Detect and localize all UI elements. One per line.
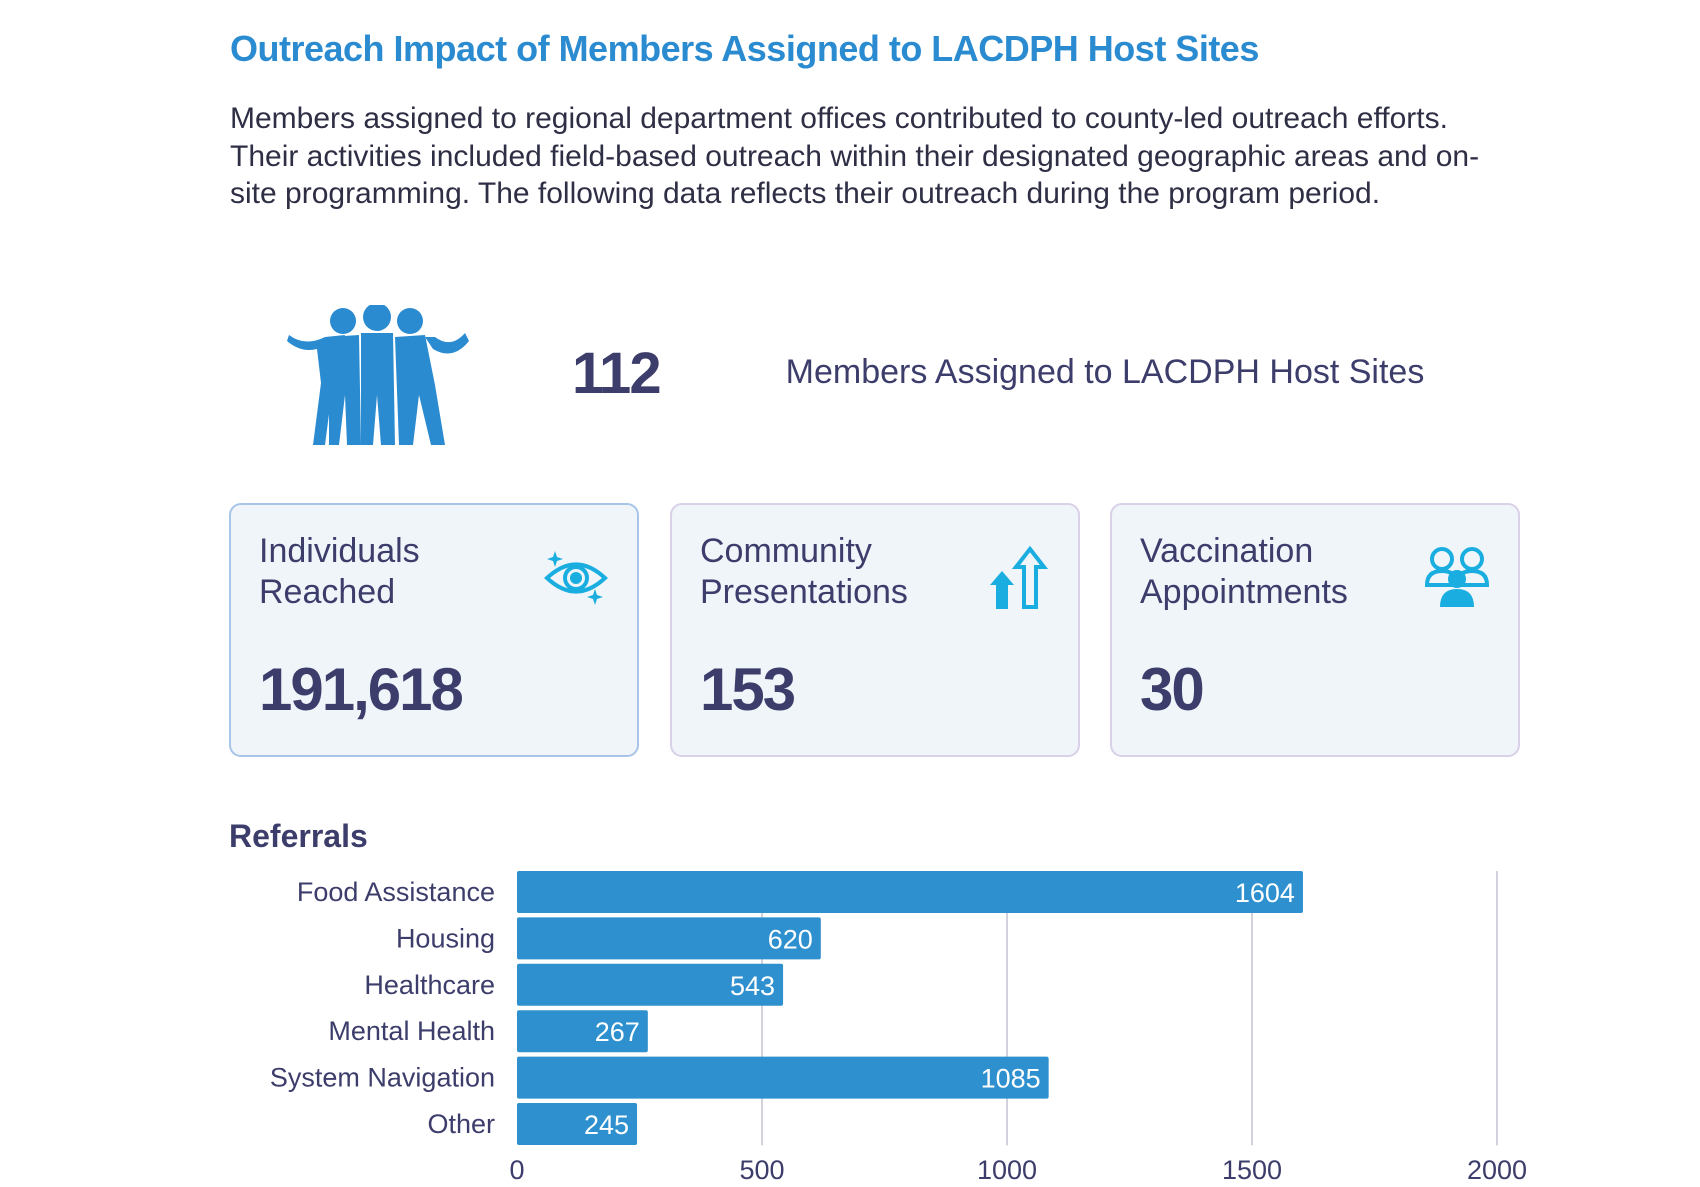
card-label: Vaccination Appointments <box>1140 532 1348 611</box>
bar-other <box>517 1103 638 1145</box>
category-label: Other <box>427 1109 495 1139</box>
card-community-presentations: Community Presentations 153 <box>670 503 1080 757</box>
page-title: Outreach Impact of Members Assigned to L… <box>230 28 1259 69</box>
data-label: 245 <box>584 1110 629 1140</box>
x-tick-label: 500 <box>739 1155 784 1185</box>
data-label: 620 <box>768 924 813 954</box>
category-label: System Navigation <box>270 1063 495 1093</box>
data-label: 267 <box>595 1017 640 1047</box>
x-tick-label: 0 <box>509 1155 524 1185</box>
bar-healthcare <box>517 963 784 1006</box>
card-value: 30 <box>1140 656 1205 723</box>
data-label: 543 <box>730 971 775 1001</box>
bar-mental-health <box>517 1010 648 1053</box>
x-tick-label: 2000 <box>1467 1155 1527 1185</box>
category-label: Housing <box>396 923 495 953</box>
card-value: 191,618 <box>259 656 464 723</box>
card-individuals-reached: Individuals Reached 191,618 <box>229 503 639 757</box>
category-label: Mental Health <box>328 1016 495 1046</box>
card-vaccination-appointments: Vaccination Appointments 30 <box>1110 503 1520 757</box>
chart-title: Referrals <box>229 818 368 854</box>
members-count: 112 <box>572 341 662 406</box>
data-label: 1604 <box>1235 878 1295 908</box>
category-label: Food Assistance <box>297 877 495 907</box>
bar-food-assistance <box>517 871 1303 913</box>
card-value: 153 <box>700 656 796 723</box>
intro-paragraph: Members assigned to regional department … <box>230 102 1480 211</box>
members-label: Members Assigned to LACDPH Host Sites <box>785 353 1425 391</box>
category-label: Healthcare <box>364 970 495 1000</box>
users-group-icon <box>1424 547 1490 607</box>
bar-housing <box>517 917 821 960</box>
bar-system-navigation <box>517 1056 1049 1099</box>
data-label: 1085 <box>981 1064 1041 1094</box>
people-group-icon <box>287 305 469 445</box>
card-label: Individuals Reached <box>259 532 420 611</box>
x-tick-label: 1500 <box>1222 1155 1282 1185</box>
card-label: Community Presentations <box>700 532 908 611</box>
x-tick-label: 1000 <box>977 1155 1037 1185</box>
up-arrows-icon <box>990 545 1049 609</box>
eye-sparkle-icon <box>544 551 608 605</box>
